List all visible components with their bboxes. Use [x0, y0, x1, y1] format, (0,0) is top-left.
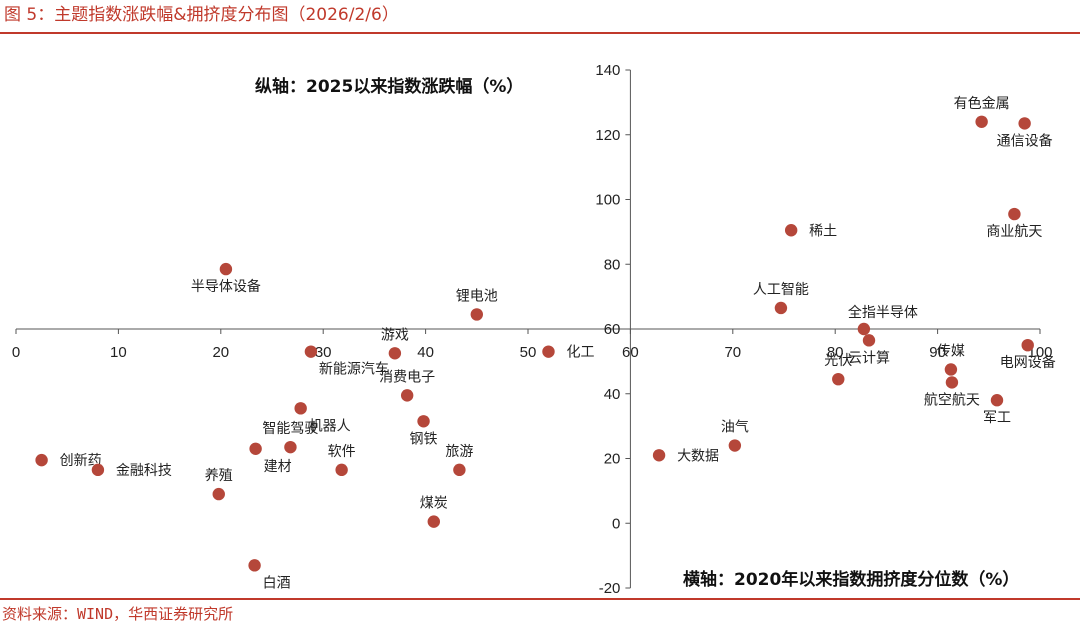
y-tick-label: 0: [612, 515, 620, 532]
point-label: 通信设备: [997, 132, 1053, 149]
data-point[interactable]: [862, 334, 876, 347]
point-label: 软件: [328, 444, 356, 460]
point-label: 光伏: [824, 353, 852, 369]
point-label: 智能驾驶: [262, 421, 318, 437]
x-tick-label: 80: [827, 344, 844, 361]
data-point[interactable]: [1018, 117, 1031, 130]
data-point[interactable]: [417, 415, 430, 428]
point-label: 建材: [264, 459, 292, 475]
data-point[interactable]: [212, 487, 225, 501]
data-point[interactable]: [91, 463, 105, 477]
data-point[interactable]: [728, 439, 742, 452]
data-point[interactable]: [542, 345, 555, 358]
point-label: 人工智能: [753, 282, 809, 298]
data-point[interactable]: [774, 301, 788, 315]
point-label: 稀土: [809, 223, 837, 239]
data-point[interactable]: [249, 442, 262, 455]
data-point[interactable]: [1021, 338, 1034, 352]
point-label: 航空航天: [924, 392, 980, 408]
data-point[interactable]: [335, 463, 348, 477]
y-tick-label: 20: [604, 451, 621, 468]
data-point[interactable]: [427, 515, 440, 528]
point-label: 传媒: [937, 343, 965, 359]
data-point[interactable]: [388, 347, 402, 360]
data-point[interactable]: [990, 394, 1004, 407]
data-point[interactable]: [857, 322, 871, 336]
point-label: 煤炭: [420, 496, 448, 512]
x-tick-label: 50: [520, 344, 537, 361]
x-tick-label: 60: [622, 344, 639, 361]
x-tick-label: 70: [724, 344, 741, 361]
point-label: 电网设备: [1000, 354, 1056, 371]
point-label: 商业航天: [986, 224, 1042, 240]
point-label: 白酒: [263, 575, 291, 591]
x-tick-label: 10: [110, 344, 127, 361]
data-point[interactable]: [453, 463, 466, 477]
data-point[interactable]: [400, 389, 414, 402]
point-label: 游戏: [381, 327, 409, 343]
point-label: 半导体设备: [191, 278, 261, 295]
y-tick-label: 100: [595, 192, 620, 209]
data-point[interactable]: [975, 115, 988, 128]
x-tick-label: 20: [212, 344, 229, 361]
axes: 0 10 20 30 40 50 60 70 80 90 100 -20 0 20 40 60 80 100 120…: [12, 62, 1053, 597]
point-label: 消费电子: [379, 369, 435, 385]
source-note: 资料来源：WIND，华西证券研究所: [2, 605, 234, 623]
x-axis-title: 横轴：2020年以来指数拥挤度分位数（%）: [683, 569, 1019, 590]
data-point[interactable]: [832, 372, 845, 386]
x-tick-label: 90: [929, 344, 946, 361]
point-label: 军工: [983, 410, 1011, 426]
point-label: 大数据: [677, 448, 719, 464]
point-label: 创新药: [60, 453, 102, 469]
figure-title: 图 5：主题指数涨跌幅&拥挤度分布图（2026/2/6）: [4, 5, 399, 25]
bottom-rule: [0, 598, 1080, 600]
point-label: 养殖: [205, 467, 233, 484]
point-label: 钢铁: [410, 431, 438, 447]
data-point[interactable]: [35, 453, 48, 467]
y-tick-label: 140: [595, 62, 620, 79]
x-tick-label: 30: [315, 344, 332, 361]
y-tick-label: 60: [604, 321, 621, 338]
point-label: 锂电池: [456, 288, 498, 304]
data-point[interactable]: [304, 345, 318, 358]
point-label: 新能源汽车: [319, 361, 389, 378]
y-tick-label: 40: [604, 386, 621, 403]
y-tick-label: 120: [595, 127, 620, 144]
data-point[interactable]: [784, 224, 798, 237]
y-tick-label: 80: [604, 256, 621, 273]
point-label: 云计算: [848, 350, 890, 366]
data-point[interactable]: [945, 376, 959, 389]
point-label: 油气: [721, 420, 749, 436]
point-label: 旅游: [445, 444, 473, 460]
point-label: 有色金属: [954, 95, 1010, 112]
x-tick-label: 0: [12, 344, 20, 361]
data-point[interactable]: [944, 363, 958, 376]
x-tick-label: 100: [1027, 344, 1052, 361]
point-label: 全指半导体: [848, 304, 918, 321]
data-point[interactable]: [294, 402, 307, 415]
top-rule: [0, 32, 1080, 34]
y-axis-title: 纵轴：2025以来指数涨跌幅（%）: [255, 76, 523, 97]
data-point[interactable]: [248, 559, 261, 572]
data-point[interactable]: [470, 308, 483, 321]
data-point[interactable]: [652, 449, 666, 462]
point-label: 化工: [566, 345, 594, 361]
data-point[interactable]: [284, 440, 297, 454]
point-label: 金融科技: [116, 463, 172, 479]
x-tick-label: 40: [417, 344, 434, 361]
data-point[interactable]: [1008, 207, 1021, 221]
point-label: 机器人: [309, 418, 351, 434]
data-point[interactable]: [219, 262, 233, 276]
y-tick-label: -20: [599, 580, 621, 597]
